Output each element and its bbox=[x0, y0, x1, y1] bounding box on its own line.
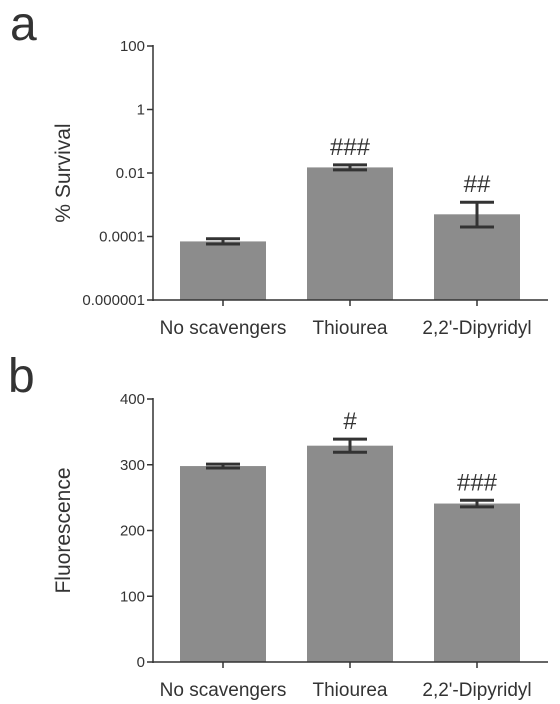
x-tick-label: Thiourea bbox=[313, 318, 388, 339]
x-tick-label: Thiourea bbox=[313, 680, 388, 701]
panel-letter: b bbox=[8, 350, 35, 403]
x-tick-label: No scavengers bbox=[160, 680, 287, 701]
significance-label: ## bbox=[464, 171, 491, 198]
y-tick-label: 1 bbox=[137, 102, 145, 119]
y-tick-label: 400 bbox=[120, 391, 145, 408]
y-tick-label: 0.0001 bbox=[99, 229, 145, 246]
y-axis-title: % Survival bbox=[52, 123, 75, 222]
panel-letter: a bbox=[10, 0, 37, 51]
bar bbox=[180, 466, 266, 662]
y-tick-label: 100 bbox=[120, 38, 145, 55]
significance-label: ### bbox=[330, 134, 371, 161]
significance-label: # bbox=[343, 408, 357, 435]
bar bbox=[307, 445, 393, 662]
bar bbox=[434, 503, 520, 662]
y-tick-label: 0.01 bbox=[116, 165, 145, 182]
significance-label: ### bbox=[457, 469, 498, 496]
y-tick-label: 300 bbox=[120, 457, 145, 474]
y-tick-label: 200 bbox=[120, 523, 145, 540]
bar bbox=[434, 214, 520, 300]
y-tick-label: 0.000001 bbox=[82, 292, 145, 309]
y-tick-label: 0 bbox=[137, 654, 145, 671]
y-tick-label: 100 bbox=[120, 588, 145, 605]
x-tick-label: 2,2'-Dipyridyl bbox=[422, 318, 531, 339]
bar bbox=[180, 241, 266, 300]
bar bbox=[307, 167, 393, 300]
y-axis-title: Fluorescence bbox=[52, 467, 75, 593]
x-tick-label: 2,2'-Dipyridyl bbox=[422, 680, 531, 701]
x-tick-label: No scavengers bbox=[160, 318, 287, 339]
